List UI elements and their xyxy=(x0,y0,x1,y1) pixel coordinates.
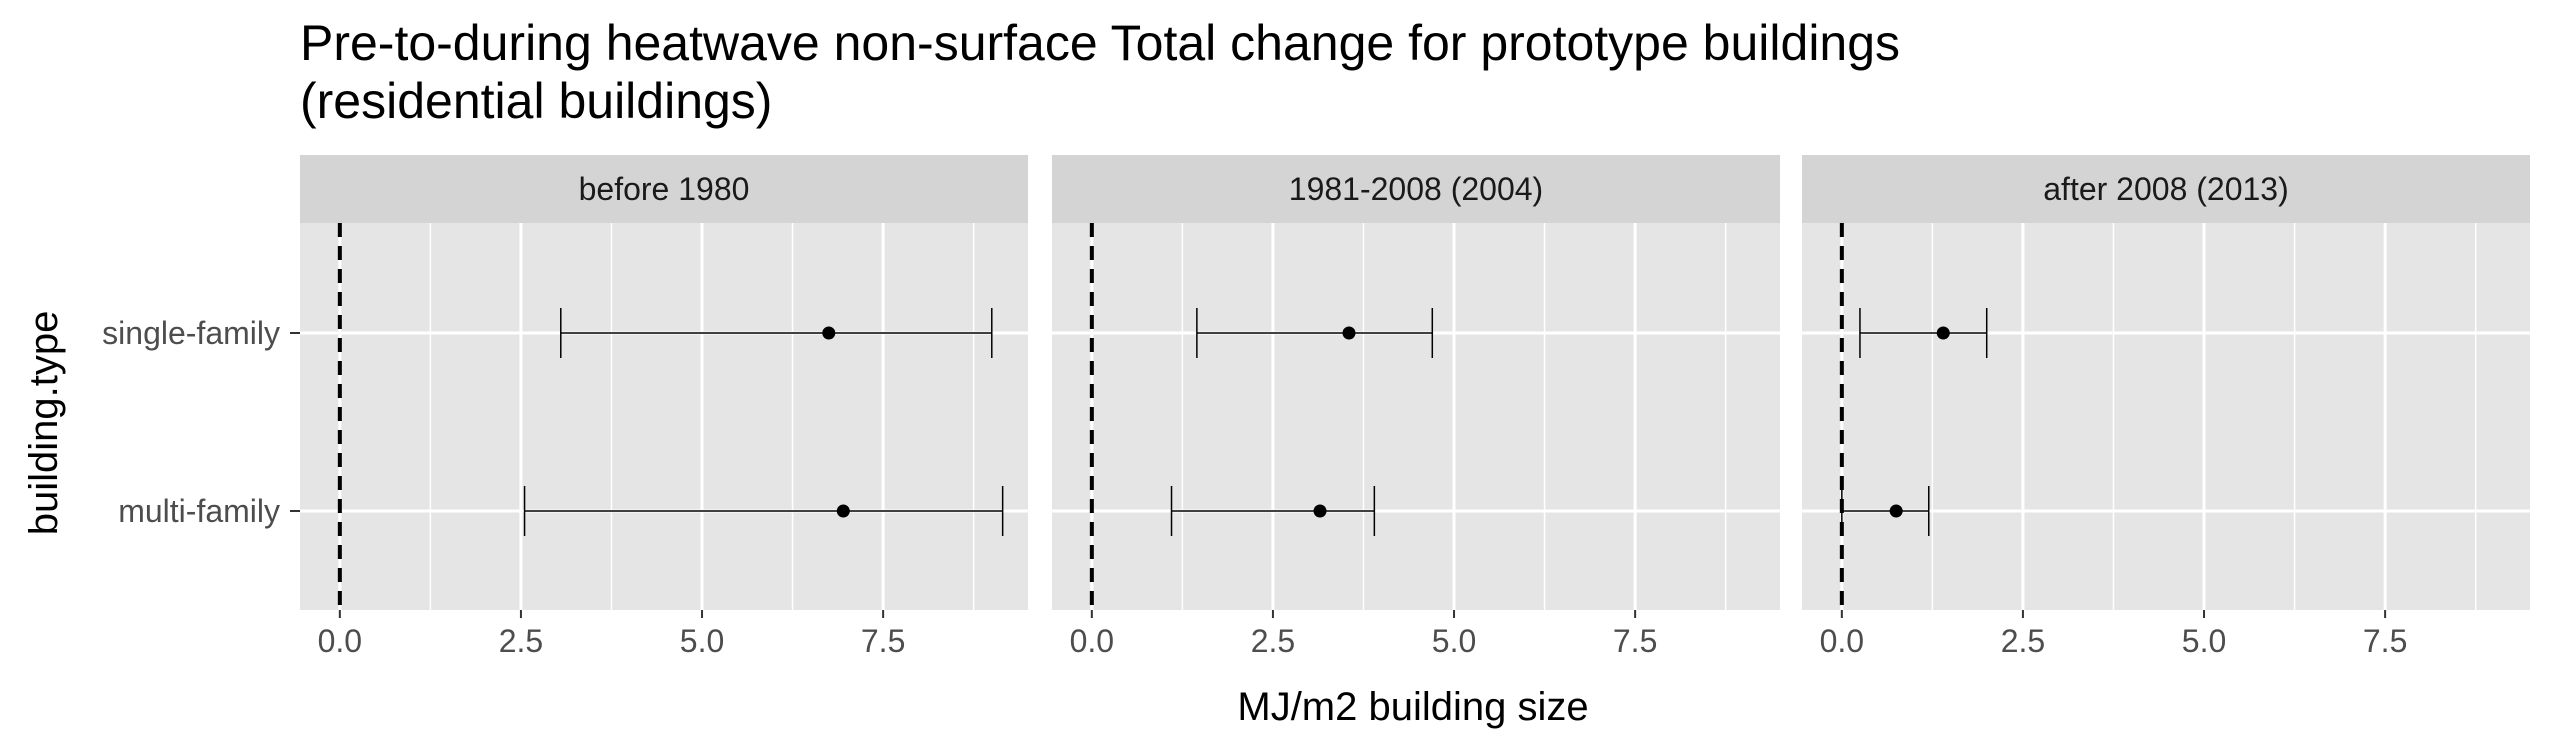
y-axis-title: building.type xyxy=(22,311,66,536)
x-tick-label: 7.5 xyxy=(2363,623,2407,659)
x-tick-label: 2.5 xyxy=(499,623,543,659)
y-tick-label: multi-family xyxy=(118,493,280,529)
x-tick-label: 5.0 xyxy=(2182,623,2226,659)
panel-background xyxy=(300,223,1028,610)
strip-label: 1981-2008 (2004) xyxy=(1289,171,1543,207)
x-tick-label: 5.0 xyxy=(1432,623,1476,659)
x-tick-label: 5.0 xyxy=(680,623,724,659)
x-tick-label: 0.0 xyxy=(1070,623,1114,659)
estimate-point xyxy=(822,326,836,340)
panel-background xyxy=(1802,223,2530,610)
estimate-point xyxy=(1313,504,1327,518)
x-tick-label: 2.5 xyxy=(2001,623,2045,659)
y-tick-label: single-family xyxy=(102,315,280,351)
panel-background xyxy=(1052,223,1780,610)
strip-background xyxy=(300,155,1028,223)
strip-background xyxy=(1802,155,2530,223)
estimate-point xyxy=(1936,326,1950,340)
estimate-point xyxy=(1889,504,1903,518)
x-tick-label: 7.5 xyxy=(1613,623,1657,659)
x-axis-title: MJ/m2 building size xyxy=(1237,685,1588,729)
x-tick-label: 0.0 xyxy=(1820,623,1864,659)
chart-title-line-2: (residential buildings) xyxy=(300,73,772,129)
strip-label: after 2008 (2013) xyxy=(2043,171,2289,207)
strip-label: before 1980 xyxy=(579,171,750,207)
x-tick-label: 0.0 xyxy=(318,623,362,659)
facet-panels: before 1980 0.0 2.5 5.0 7.5 1981-2008 (2004) 0… xyxy=(102,155,2530,659)
strip-background xyxy=(1052,155,1780,223)
estimate-point xyxy=(1342,326,1356,340)
chart-title-line-1: Pre-to-during heatwave non-surface Total… xyxy=(300,15,1900,71)
x-tick-label: 2.5 xyxy=(1251,623,1295,659)
facet-panel: after 2008 (2013) 0.0 2.5 5.0 7.5 xyxy=(1802,155,2530,659)
estimate-point xyxy=(836,504,850,518)
x-tick-label: 7.5 xyxy=(861,623,905,659)
facet-panel: before 1980 0.0 2.5 5.0 7.5 xyxy=(300,155,1028,659)
facet-panel: 1981-2008 (2004) 0.0 2.5 5.0 7.5 xyxy=(1052,155,1780,659)
